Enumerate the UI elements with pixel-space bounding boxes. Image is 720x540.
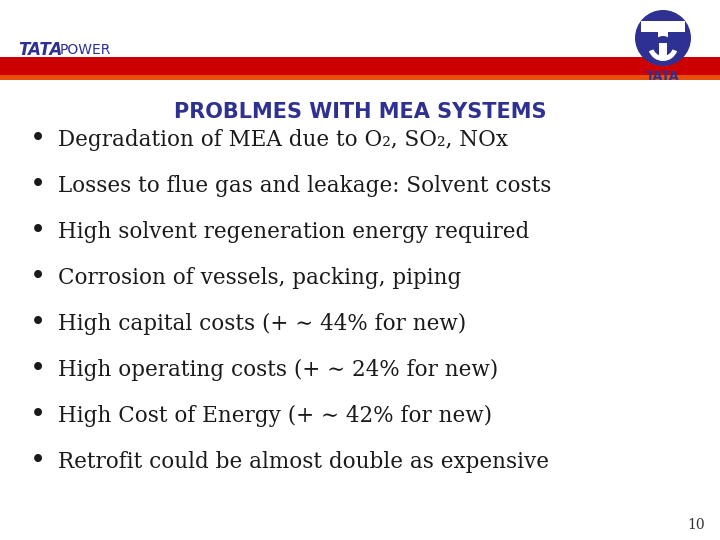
Text: POWER: POWER xyxy=(60,43,112,57)
Text: PROBLMES WITH MEA SYSTEMS: PROBLMES WITH MEA SYSTEMS xyxy=(174,102,546,122)
Text: Retrofit could be almost double as expensive: Retrofit could be almost double as expen… xyxy=(58,451,549,473)
Text: Corrosion of vessels, packing, piping: Corrosion of vessels, packing, piping xyxy=(58,267,462,289)
Bar xyxy=(0,75,720,80)
Text: High solvent regeneration energy required: High solvent regeneration energy require… xyxy=(58,221,529,243)
Bar xyxy=(641,21,685,32)
Text: •: • xyxy=(30,310,46,338)
Wedge shape xyxy=(649,46,677,61)
Text: •: • xyxy=(30,265,46,292)
Circle shape xyxy=(653,36,673,56)
Circle shape xyxy=(635,10,691,66)
Text: •: • xyxy=(30,356,46,383)
Text: High operating costs (+ ∼ 24% for new): High operating costs (+ ∼ 24% for new) xyxy=(58,359,498,381)
Text: •: • xyxy=(30,126,46,153)
Text: High Cost of Energy (+ ∼ 42% for new): High Cost of Energy (+ ∼ 42% for new) xyxy=(58,405,492,427)
Text: •: • xyxy=(30,219,46,246)
Text: High capital costs (+ ∼ 44% for new): High capital costs (+ ∼ 44% for new) xyxy=(58,313,467,335)
Text: TATA: TATA xyxy=(18,41,63,59)
Text: Degradation of MEA due to O₂, SO₂, NOx: Degradation of MEA due to O₂, SO₂, NOx xyxy=(58,129,508,151)
Text: Losses to flue gas and leakage: Solvent costs: Losses to flue gas and leakage: Solvent … xyxy=(58,175,552,197)
Text: •: • xyxy=(30,402,46,429)
Text: TATA: TATA xyxy=(647,70,680,83)
Text: 10: 10 xyxy=(688,518,705,532)
Bar xyxy=(659,43,667,58)
Bar xyxy=(658,30,668,52)
Text: •: • xyxy=(30,172,46,199)
Bar xyxy=(0,57,720,75)
Text: •: • xyxy=(30,449,46,476)
